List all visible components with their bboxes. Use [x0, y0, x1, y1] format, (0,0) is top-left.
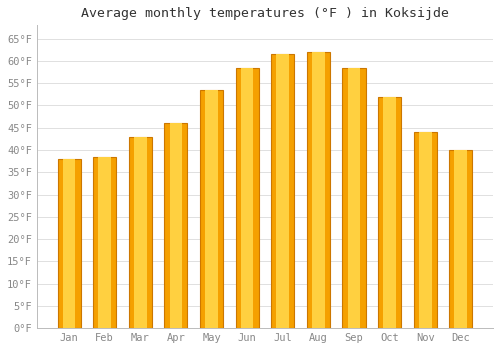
Bar [342, 68, 365, 328]
Bar [93, 157, 116, 328]
Bar [348, 68, 360, 328]
Bar [419, 132, 432, 328]
Bar [454, 150, 467, 328]
Bar [58, 159, 80, 328]
Bar [449, 150, 472, 328]
Bar [98, 157, 111, 328]
Bar [134, 136, 146, 328]
Bar [63, 159, 76, 328]
Bar [312, 52, 324, 328]
Bar [170, 123, 182, 328]
Bar [164, 123, 188, 328]
Bar [276, 54, 289, 328]
Bar [414, 132, 436, 328]
Bar [236, 68, 258, 328]
Bar [383, 97, 396, 328]
Bar [205, 90, 218, 328]
Title: Average monthly temperatures (°F ) in Koksijde: Average monthly temperatures (°F ) in Ko… [81, 7, 449, 20]
Bar [307, 52, 330, 328]
Bar [241, 68, 254, 328]
Bar [378, 97, 401, 328]
Bar [271, 54, 294, 328]
Bar [128, 136, 152, 328]
Bar [200, 90, 223, 328]
